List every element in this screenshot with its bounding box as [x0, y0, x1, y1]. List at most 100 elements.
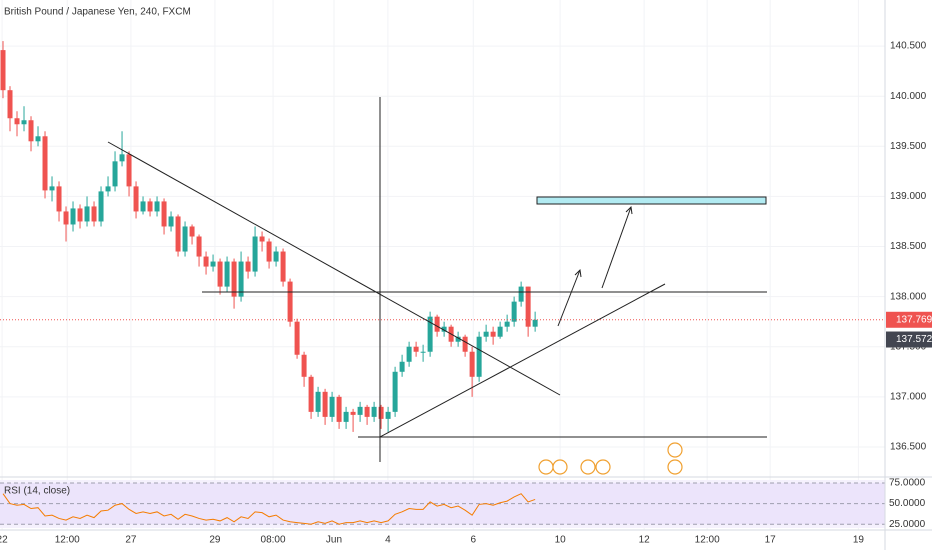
candle-body [42, 136, 48, 191]
candle-body [196, 236, 202, 257]
x-tick-label: 22 [0, 535, 8, 546]
candle-body [91, 206, 97, 222]
candle-body [441, 326, 447, 332]
candle-body [420, 351, 426, 353]
candle-body [518, 286, 524, 302]
rsi-title: RSI (14, close) [4, 486, 70, 497]
y-tick-label: 138.000 [890, 291, 927, 302]
candle-body [126, 154, 132, 187]
drawings [107, 97, 767, 462]
candle-body [182, 226, 188, 252]
y-tick-label: 139.500 [890, 141, 927, 152]
rsi-tick-label: 75.0000 [889, 478, 926, 489]
candle-body [371, 406, 377, 417]
y-tick-label: 138.500 [890, 241, 927, 252]
candle-body [231, 261, 237, 297]
candle-body [511, 301, 517, 322]
chart-title: British Pound / Japanese Yen, 240, FXCM [4, 7, 191, 18]
candle-body [49, 186, 55, 191]
event-icon [538, 459, 554, 475]
candle-body [147, 201, 153, 212]
candle-body [259, 236, 265, 242]
candle-body [350, 411, 356, 415]
y-tick-label: 140.500 [890, 41, 927, 52]
arrow [601, 206, 632, 289]
x-tick-label: Jun [326, 535, 342, 546]
candle-body [413, 346, 419, 352]
candle-body [322, 391, 328, 417]
candle-body [14, 118, 20, 125]
candle-body [497, 326, 503, 337]
x-tick-label: 10 [555, 535, 567, 546]
candle-body [210, 261, 216, 267]
candle-body [245, 261, 251, 272]
candle-body [385, 411, 391, 419]
rsi-line [2, 493, 536, 525]
candle-body [77, 208, 83, 222]
event-icon [667, 442, 683, 458]
event-icon [667, 459, 683, 475]
candle-body [287, 281, 293, 322]
candle-body [140, 201, 146, 212]
x-tick-label: 29 [209, 535, 221, 546]
candle-body [105, 186, 111, 192]
candle-body [280, 251, 286, 282]
rsi [2, 493, 536, 525]
event-icons [538, 442, 683, 475]
marked-price-box [886, 331, 932, 348]
candle-body [203, 256, 209, 267]
x-tick-label: 12:00 [55, 535, 80, 546]
trend-line [107, 141, 561, 396]
axes: 136.500137.000137.500138.000138.500139.0… [0, 41, 932, 546]
candle-body [70, 208, 76, 225]
candle-body [392, 371, 398, 412]
candle-body [252, 236, 258, 272]
last-price-box [886, 311, 932, 328]
candle-body [525, 286, 531, 327]
candle-body [63, 211, 69, 225]
y-tick-label: 139.000 [890, 191, 927, 202]
candle-body [364, 406, 370, 417]
candle-body [273, 251, 279, 262]
y-tick-label: 140.000 [890, 91, 927, 102]
candle-body [217, 261, 223, 287]
candle-body [133, 186, 139, 212]
candle-body [119, 154, 125, 162]
candle-body [224, 261, 230, 287]
candle-body [357, 406, 363, 415]
rsi-band [0, 482, 885, 525]
candle-body [455, 336, 461, 342]
trend-line [379, 283, 666, 438]
x-tick-label: 08:00 [261, 535, 286, 546]
arrow [557, 269, 581, 327]
candle-body [238, 261, 244, 297]
candle-body [294, 321, 300, 355]
event-icon [595, 459, 611, 475]
y-tick-label: 137.000 [890, 391, 927, 402]
candle-body [56, 186, 62, 212]
target-box [536, 196, 767, 205]
event-icon [580, 459, 596, 475]
candle-body [84, 206, 90, 222]
candle-body [336, 396, 342, 422]
candle-body [175, 216, 181, 252]
marked-price-label: 137.572 [896, 334, 932, 345]
x-tick-label: 12 [639, 535, 651, 546]
rsi-tick-label: 25.0000 [889, 519, 926, 530]
candle-body [266, 241, 272, 262]
candles [0, 41, 885, 432]
candle-body [112, 161, 118, 187]
candle-body [469, 351, 475, 377]
candle-body [35, 136, 41, 142]
rsi-tick-label: 50.0000 [889, 498, 926, 509]
candle-body [301, 354, 307, 377]
candle-body [154, 201, 160, 212]
candle-body [343, 411, 349, 422]
arrow-head [574, 268, 582, 278]
candle-body [490, 331, 496, 337]
candle-body [329, 396, 335, 417]
candle-body [161, 201, 167, 227]
x-tick-label: 19 [853, 535, 865, 546]
